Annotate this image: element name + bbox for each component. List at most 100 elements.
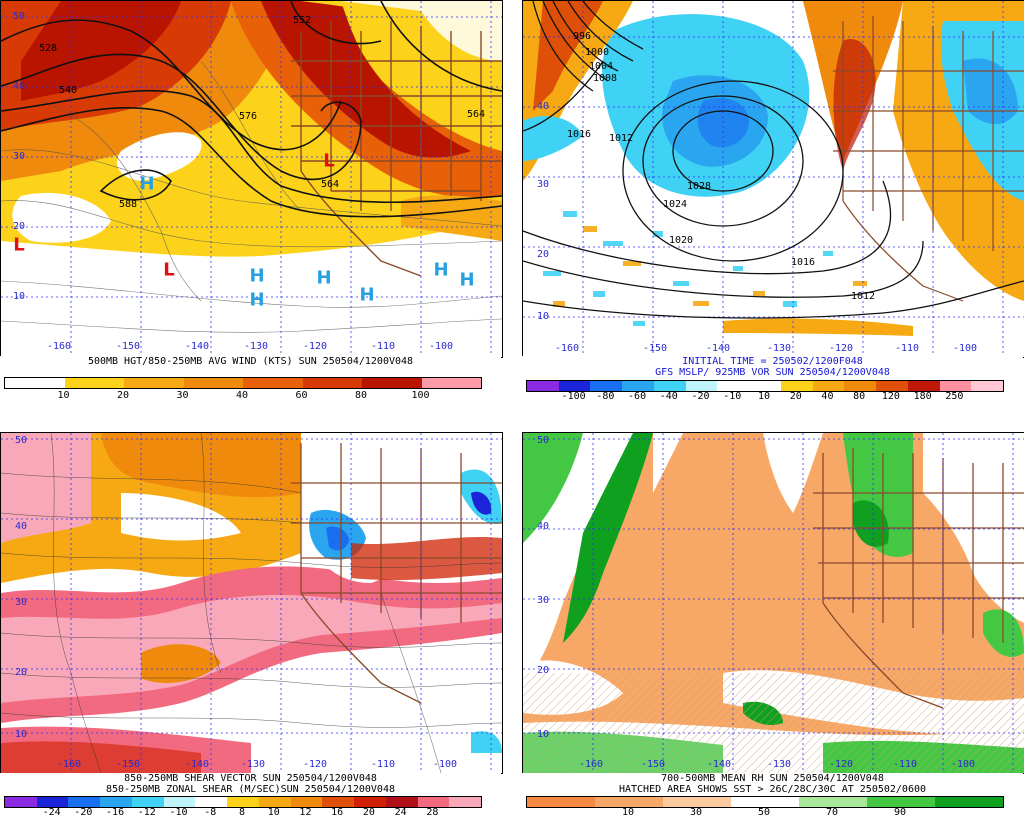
high-pressure-marker: H	[139, 173, 155, 195]
colorbar-label: 90	[893, 807, 907, 818]
colorbar-label: 20	[789, 391, 802, 402]
isobar-label: 1024	[663, 199, 688, 210]
hgt-wind-caption: 500MB HGT/850-250MB AVG WIND (KTS) SUN 2…	[0, 356, 501, 367]
colorbar-swatch	[867, 797, 935, 807]
rh-map	[523, 433, 1024, 773]
lon-label: -150	[115, 341, 141, 352]
colorbar-swatch	[195, 797, 228, 807]
colorbar-label: 10	[267, 807, 280, 818]
lat-label: 30	[537, 179, 550, 190]
colorbar-swatch	[844, 381, 877, 391]
colorbar-swatch	[290, 797, 323, 807]
colorbar-swatch	[935, 797, 1003, 807]
colorbar-swatch	[731, 797, 799, 807]
lon-label: -140	[184, 759, 210, 770]
colorbar-swatch	[5, 378, 65, 388]
lat-label: 30	[13, 151, 26, 162]
high-pressure-marker: H	[249, 289, 265, 311]
rh-colorbar-labels: 10 30 50 70 90	[526, 807, 1002, 819]
lon-label: -140	[706, 759, 732, 770]
colorbar-swatch	[749, 381, 781, 391]
caption-line: INITIAL TIME = 250502/1200F048	[682, 356, 863, 367]
contour-label: 564	[467, 109, 486, 120]
colorbar-label: 120	[881, 391, 900, 402]
colorbar-swatch	[939, 381, 972, 391]
contour-label: 528	[39, 43, 58, 54]
high-pressure-marker: H	[433, 259, 449, 281]
isobar-label: 1000	[585, 47, 610, 58]
caption-line: HATCHED AREA SHOWS SST > 26C/28C/30C AT …	[618, 784, 927, 795]
contour-label: 540	[59, 85, 78, 96]
colorbar-label: -12	[137, 807, 156, 818]
colorbar-swatch	[595, 797, 663, 807]
colorbar-label: 10	[621, 807, 635, 818]
colorbar-label: 40	[235, 390, 249, 401]
lat-label: 30	[537, 595, 550, 606]
map-panel-shear: 50 40 30 20 10 -160 -150 -140 -130 -120 …	[0, 432, 503, 774]
mslp-vort-caption: INITIAL TIME = 250502/1200F048 GFS MSLP/…	[522, 356, 1023, 378]
colorbar-label: -20	[74, 807, 93, 818]
colorbar-label: 250	[945, 391, 964, 402]
lon-label: -120	[302, 341, 328, 352]
lon-label: -110	[370, 759, 396, 770]
high-pressure-marker: H	[459, 269, 475, 291]
contour-label: 588	[119, 199, 138, 210]
colorbar-swatch	[322, 797, 355, 807]
colorbar-swatch	[362, 378, 422, 388]
lon-label: -100	[950, 759, 976, 770]
lat-label: 20	[537, 249, 550, 260]
hgt-wind-colorbar	[4, 377, 482, 389]
low-pressure-marker: L	[163, 259, 175, 281]
colorbar-label: 80	[354, 390, 368, 401]
lon-label: -120	[302, 759, 328, 770]
caption-line: 700-500MB MEAN RH SUN 250504/1200V048	[661, 773, 884, 784]
colorbar-label: -8	[204, 807, 217, 818]
high-pressure-marker: H	[359, 284, 375, 306]
lat-label: 30	[15, 597, 28, 608]
colorbar-swatch	[100, 797, 132, 807]
colorbar-label: -80	[596, 391, 615, 402]
mslp-vort-map	[523, 1, 1024, 357]
lat-label: 20	[13, 221, 26, 232]
isobar-label: 1016	[791, 257, 816, 268]
lon-label: -100	[952, 343, 978, 354]
lon-label: -150	[115, 759, 141, 770]
colorbar-swatch	[971, 381, 1004, 391]
shear-caption: 850-250MB SHEAR VECTOR SUN 250504/1200V0…	[0, 773, 501, 795]
caption-line: 850-250MB ZONAL SHEAR (M/SEC)SUN 250504/…	[106, 784, 395, 795]
lat-label: 10	[15, 729, 28, 740]
lat-label: 20	[537, 665, 550, 676]
caption-line: 500MB HGT/850-250MB AVG WIND (KTS) SUN 2…	[87, 356, 414, 367]
colorbar-swatch	[449, 797, 482, 807]
colorbar-swatch	[527, 797, 595, 807]
colorbar-label: 12	[299, 807, 312, 818]
lon-label: -100	[428, 341, 454, 352]
colorbar-label: -100	[561, 391, 586, 402]
colorbar-swatch	[227, 797, 259, 807]
isobar-label: 996	[573, 31, 592, 42]
caption-line: 850-250MB SHEAR VECTOR SUN 250504/1200V0…	[124, 773, 377, 784]
lon-label: -160	[56, 759, 82, 770]
colorbar-swatch	[558, 381, 591, 391]
isobar-label: 1012	[851, 291, 876, 302]
isobar-label: 1012	[609, 133, 634, 144]
colorbar-label: 180	[913, 391, 932, 402]
colorbar-swatch	[812, 381, 845, 391]
colorbar-swatch	[417, 797, 450, 807]
lat-label: 50	[15, 435, 28, 446]
colorbar-label: 50	[757, 807, 771, 818]
shear-map	[1, 433, 502, 773]
colorbar-label: -20	[691, 391, 710, 402]
colorbar-label: -10	[169, 807, 188, 818]
colorbar-swatch	[64, 378, 124, 388]
colorbar-swatch	[5, 797, 37, 807]
lat-label: 40	[15, 521, 28, 532]
colorbar-swatch	[907, 381, 940, 391]
isobar-label: 1004	[589, 61, 614, 72]
colorbar-swatch	[876, 381, 908, 391]
lat-label: 40	[537, 521, 550, 532]
colorbar-swatch	[163, 797, 196, 807]
colorbar-swatch	[685, 381, 718, 391]
colorbar-swatch	[68, 797, 101, 807]
colorbar-label: 10	[757, 391, 771, 402]
